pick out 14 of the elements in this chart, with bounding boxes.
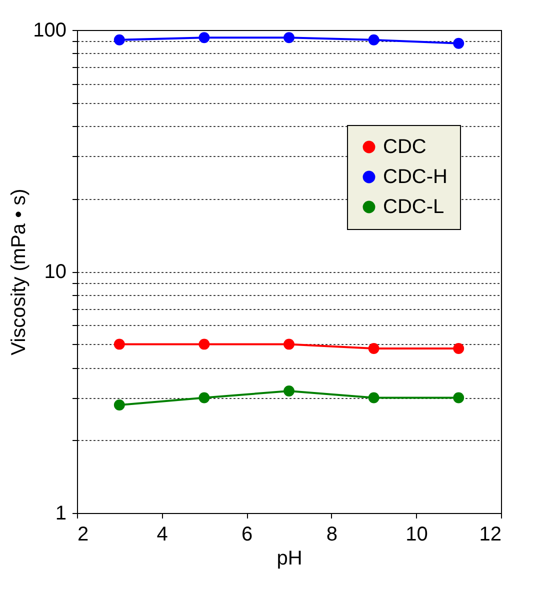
x-tick-label: 2: [78, 524, 89, 546]
x-tick-label: 10: [406, 524, 428, 546]
y-tick-label: 1: [55, 502, 66, 524]
y-tick-label: 10: [44, 261, 66, 283]
x-tick-label: 6: [242, 524, 253, 546]
x-tick-label: 12: [479, 524, 502, 546]
x-tick-label: 8: [326, 524, 338, 546]
legend-label: CDC-H: [383, 166, 448, 188]
x-tick-label: 4: [156, 524, 168, 546]
y-tick-label: 100: [33, 20, 66, 42]
y-axis-title: Viscosity (mPa • s): [8, 188, 30, 356]
x-axis-title: pH: [276, 548, 302, 570]
legend-label: CDC: [383, 136, 426, 158]
legend-label: CDC-L: [383, 196, 444, 218]
